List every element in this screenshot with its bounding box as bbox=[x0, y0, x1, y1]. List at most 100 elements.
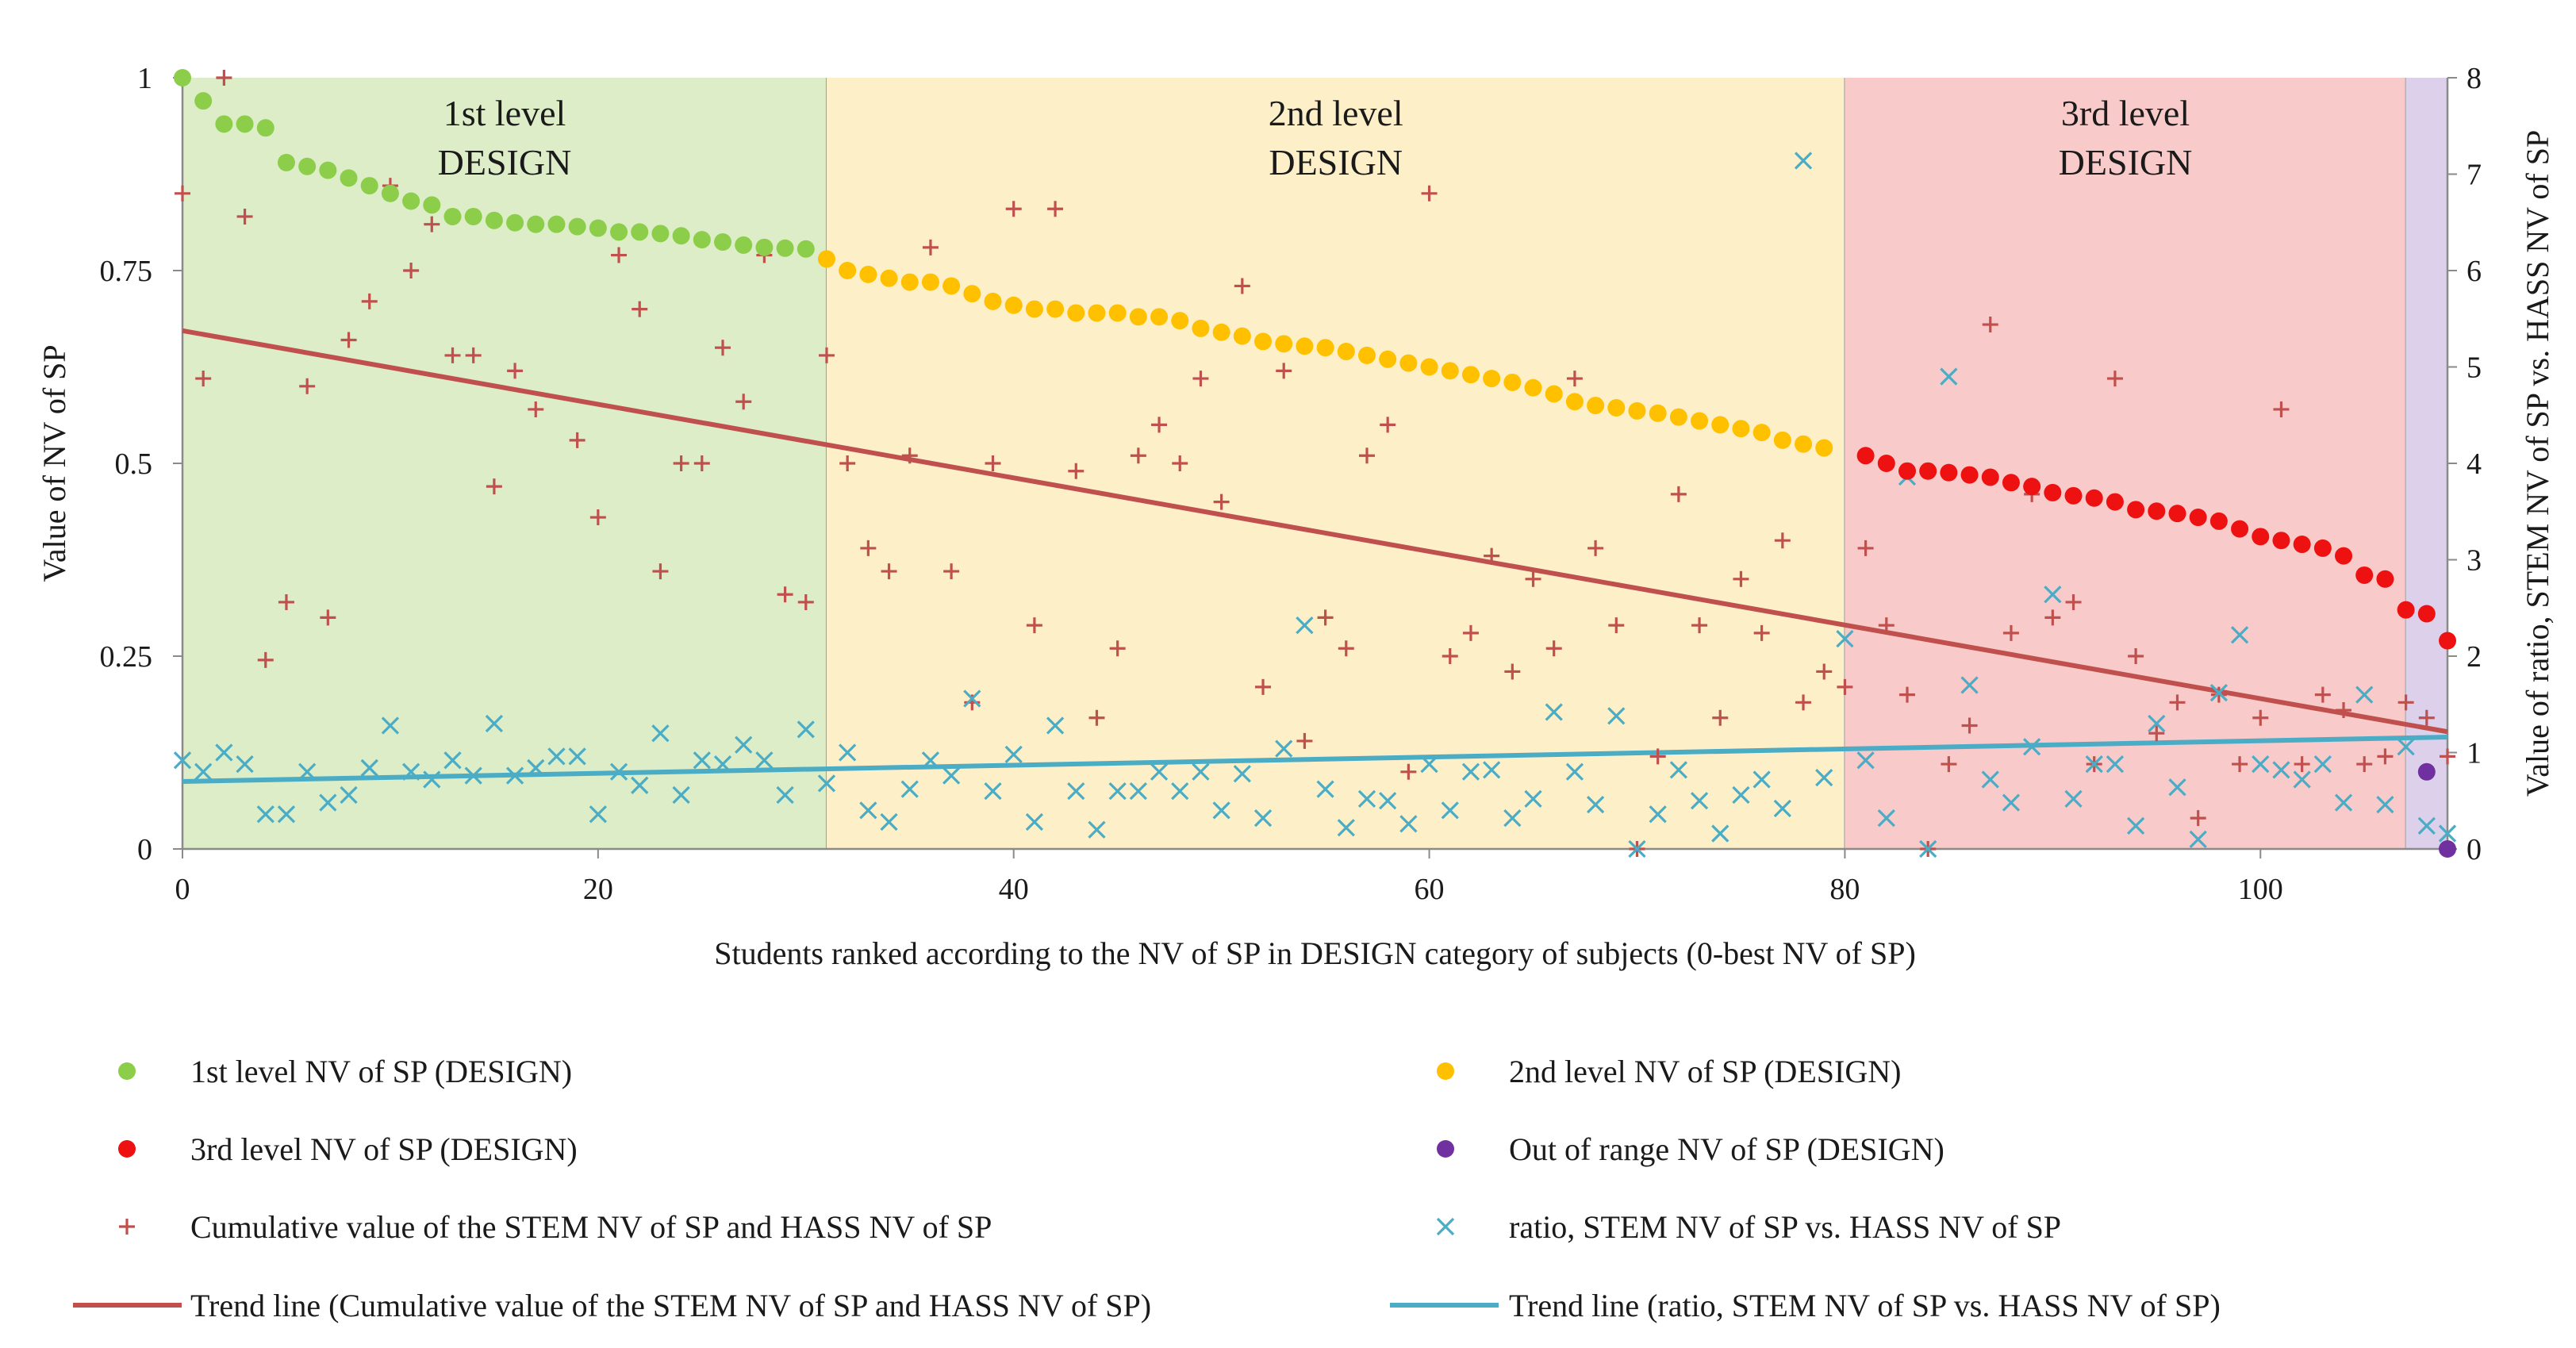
ratio-point bbox=[1628, 839, 1646, 858]
ratio-point bbox=[1815, 768, 1833, 787]
ratio-point bbox=[609, 762, 628, 781]
ratio-point bbox=[2189, 830, 2207, 848]
band-label-category: DESIGN bbox=[2059, 142, 2193, 182]
nv-point bbox=[1753, 424, 1771, 442]
nv-point bbox=[2044, 483, 2062, 501]
cumulative-point bbox=[2273, 401, 2290, 417]
y2-tick-label: 1 bbox=[2467, 737, 2482, 770]
legend-item: Cumulative value of the STEM NV of SP an… bbox=[119, 1209, 992, 1245]
nv-point bbox=[2148, 502, 2166, 520]
nv-point bbox=[2168, 505, 2186, 523]
nv-point bbox=[2355, 566, 2374, 584]
nv-point bbox=[1296, 337, 1314, 355]
ratio-point bbox=[1337, 819, 1355, 837]
legend-item: 2nd level NV of SP (DESIGN) bbox=[1437, 1054, 1901, 1089]
y2-tick-label: 0 bbox=[2467, 833, 2482, 866]
ratio-point bbox=[194, 762, 213, 781]
y2-tick-label: 4 bbox=[2467, 447, 2482, 481]
cumulative-point bbox=[340, 332, 357, 348]
nv-point bbox=[506, 213, 524, 232]
ratio-point bbox=[900, 780, 919, 798]
ratio-point bbox=[2126, 816, 2145, 835]
cumulative-point bbox=[424, 216, 440, 232]
cumulative-point bbox=[2128, 648, 2144, 664]
cumulative-point bbox=[2336, 702, 2352, 719]
legend-symbol bbox=[1437, 1062, 1454, 1080]
cumulative-point bbox=[1151, 417, 1168, 433]
cumulative-point bbox=[1213, 493, 1230, 510]
cumulative-point bbox=[1961, 717, 1978, 734]
band-1 bbox=[182, 78, 827, 849]
cumulative-point bbox=[943, 563, 960, 580]
nv-point bbox=[735, 236, 753, 254]
x-tick-label: 40 bbox=[999, 873, 1029, 906]
cumulative-point bbox=[652, 563, 669, 580]
ratio-point bbox=[2334, 793, 2353, 812]
nv-point bbox=[1108, 304, 1127, 322]
y2-tick-label: 5 bbox=[2467, 351, 2482, 385]
cumulative-point bbox=[1005, 201, 1022, 217]
cumulative-point bbox=[216, 70, 232, 86]
cumulative-point bbox=[1380, 417, 1396, 433]
ratio-point bbox=[1129, 782, 1147, 801]
ratio-point bbox=[2209, 684, 2229, 702]
legend-item: Trend line (Cumulative value of the STEM… bbox=[73, 1288, 1151, 1323]
nv-point bbox=[2064, 486, 2083, 505]
y2-axis-title: Value of ratio, STEM NV of SP vs. HASS N… bbox=[2520, 130, 2555, 797]
cumulative-point bbox=[1068, 463, 1085, 479]
ratio-point bbox=[1545, 703, 1563, 721]
ratio-point bbox=[1856, 751, 1875, 770]
cumulative-point bbox=[1296, 732, 1313, 749]
nv-point bbox=[921, 273, 939, 291]
nv-point bbox=[174, 69, 191, 86]
nv-point bbox=[1691, 412, 1709, 430]
ratio-point bbox=[1732, 785, 1750, 805]
trend-lines bbox=[182, 328, 2448, 784]
nv-point bbox=[1004, 296, 1023, 314]
nv-point bbox=[443, 207, 462, 225]
ratio-point bbox=[2023, 738, 2041, 756]
ratio-point bbox=[340, 785, 358, 805]
trend-line-cumulative bbox=[182, 328, 2448, 735]
nv-point bbox=[1981, 468, 1999, 486]
cumulative-point bbox=[1712, 709, 1729, 726]
nv-point bbox=[1171, 312, 1189, 330]
ratio-point bbox=[713, 755, 732, 774]
ratio-point bbox=[2002, 793, 2021, 812]
cumulative-point bbox=[1026, 617, 1042, 634]
ratio-point bbox=[1794, 152, 1813, 170]
legend-label: Cumulative value of the STEM NV of SP an… bbox=[190, 1209, 992, 1245]
cumulative-point bbox=[1941, 756, 1957, 773]
legend-item: 1st level NV of SP (DESIGN) bbox=[118, 1054, 572, 1089]
nv-point bbox=[568, 217, 586, 236]
ratio-point bbox=[1171, 782, 1189, 801]
cumulative-point bbox=[1317, 609, 1334, 626]
cumulative-point bbox=[1276, 363, 1292, 379]
cumulative-point bbox=[2044, 609, 2061, 626]
cumulative-point bbox=[2210, 686, 2227, 703]
cumulative-point bbox=[589, 509, 606, 526]
nv-point bbox=[236, 115, 254, 133]
nv-point bbox=[423, 196, 441, 214]
nv-point bbox=[1960, 466, 1979, 484]
cumulative-point bbox=[1857, 540, 1874, 556]
ratio-point bbox=[2397, 738, 2415, 756]
cumulative-point bbox=[1130, 447, 1146, 464]
nv-point bbox=[319, 161, 337, 179]
nv-point bbox=[1233, 327, 1251, 345]
cumulative-point bbox=[839, 455, 856, 471]
nv-point bbox=[2209, 512, 2228, 530]
band-label-level: 1st level bbox=[443, 93, 566, 133]
ratio-point bbox=[1253, 808, 1273, 828]
nv-point bbox=[1025, 300, 1043, 318]
ratio-point bbox=[921, 751, 940, 770]
ratio-point bbox=[1877, 808, 1895, 828]
legend-label: Out of range NV of SP (DESIGN) bbox=[1509, 1131, 1944, 1167]
nv-point bbox=[1067, 304, 1085, 322]
cumulative-point bbox=[985, 455, 1001, 471]
ratio-point bbox=[1046, 716, 1065, 735]
ratio-point bbox=[631, 776, 649, 794]
legend-label: 1st level NV of SP (DESIGN) bbox=[190, 1054, 572, 1089]
cumulative-point bbox=[2148, 725, 2165, 742]
ratio-point bbox=[1586, 795, 1605, 814]
